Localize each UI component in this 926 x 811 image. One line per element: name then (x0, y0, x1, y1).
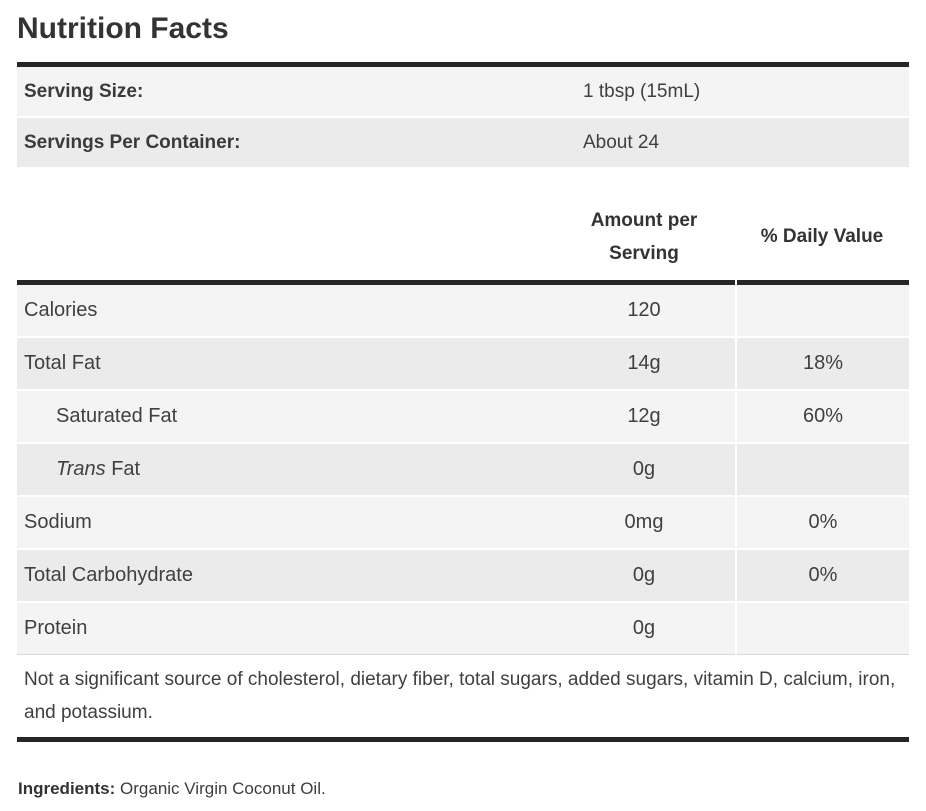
amount-header-line1: Amount per (590, 210, 698, 231)
nutrient-daily-value (737, 444, 909, 495)
nutrient-label: Total Carbohydrate (24, 564, 193, 586)
amount-header-line2: Serving (609, 243, 679, 264)
nutrient-label: Trans Fat (56, 458, 141, 480)
ingredients-text: Organic Virgin Coconut Oil. (120, 779, 326, 798)
nutrient-label: Calories (24, 299, 98, 321)
nutrient-amount: 0g (632, 458, 656, 480)
daily-value-header: % Daily Value (760, 226, 884, 247)
serving-size-row: Serving Size: 1 tbsp (15mL) (17, 67, 909, 116)
nutrient-amount: 14g (627, 352, 661, 374)
table-row-total-carbohydrate: Total Carbohydrate 0g 0% (17, 550, 909, 601)
nutrient-daily-value (737, 280, 909, 336)
nutrient-amount: 0g (632, 617, 656, 639)
serving-size-label: Serving Size: (24, 80, 144, 102)
servings-per-container-label: Servings Per Container: (24, 131, 241, 153)
column-header-spacer (17, 204, 553, 270)
table-row-trans-fat: Trans Fat 0g (17, 444, 909, 495)
table-row-protein: Protein 0g (17, 603, 909, 655)
nutrient-daily-value (737, 603, 909, 655)
nutrient-daily-value: 0% (737, 550, 909, 601)
servings-per-container-row: Servings Per Container: About 24 (17, 118, 909, 167)
table-row-total-fat: Total Fat 14g 18% (17, 338, 909, 389)
nutrient-daily-value: 18% (737, 338, 909, 389)
table-row-sodium: Sodium 0mg 0% (17, 497, 909, 548)
table-row-saturated-fat: Saturated Fat 12g 60% (17, 391, 909, 442)
nutrient-amount: 0mg (624, 511, 664, 533)
serving-info-table: Serving Size: 1 tbsp (15mL) Servings Per… (17, 62, 909, 167)
table-row-calories: Calories 120 (17, 280, 909, 336)
servings-per-container-value: About 24 (583, 131, 660, 153)
ingredients-line: Ingredients: Organic Virgin Coconut Oil. (17, 779, 909, 799)
page-title: Nutrition Facts (17, 12, 229, 45)
nutrient-table: Calories 120 Total Fat 14g 18% Saturated… (17, 280, 909, 655)
footnote: Not a significant source of cholesterol,… (17, 655, 909, 742)
column-headers: Amount per Serving % Daily Value (17, 204, 909, 270)
nutrient-label: Protein (24, 617, 88, 639)
nutrient-label: Total Fat (24, 352, 101, 374)
nutrient-label: Sodium (24, 511, 92, 533)
serving-size-value: 1 tbsp (15mL) (583, 80, 701, 102)
nutrient-amount: 0g (632, 564, 656, 586)
nutrient-daily-value: 60% (737, 391, 909, 442)
amount-per-serving-header: Amount per Serving (553, 204, 735, 270)
nutrient-amount: 120 (627, 299, 661, 321)
nutrient-label: Saturated Fat (56, 405, 178, 427)
nutrient-daily-value: 0% (737, 497, 909, 548)
nutrient-amount: 12g (627, 405, 661, 427)
ingredients-label: Ingredients: (18, 779, 116, 798)
